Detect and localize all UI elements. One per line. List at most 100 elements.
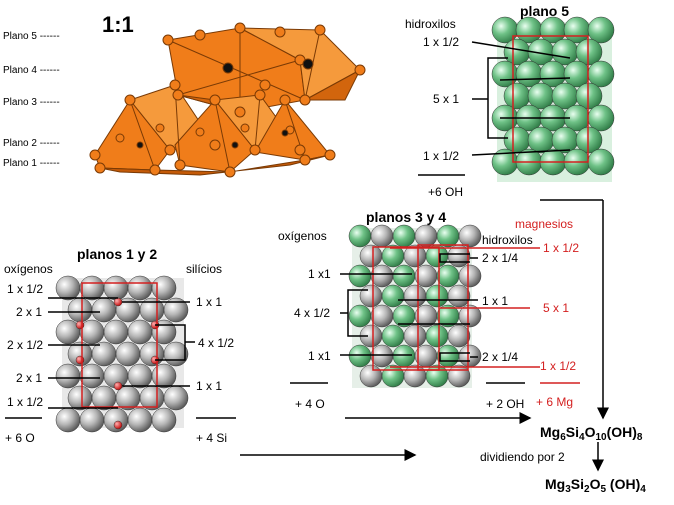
planos34-left-header: oxígenos	[278, 229, 327, 243]
oxygen-sphere	[127, 363, 153, 389]
oxygen-hydroxyl-sphere	[436, 224, 460, 248]
oxygen-sphere	[163, 297, 189, 323]
f2-mg-n: 3	[565, 484, 571, 495]
oxygen-hydroxyl-sphere	[381, 284, 405, 308]
planos12-left-row-1: 1 x 1/2	[7, 282, 44, 296]
f2-si: Si	[570, 476, 585, 492]
f1-o: O	[584, 424, 596, 440]
oxygen-sphere	[79, 363, 105, 389]
oxygen-hydroxyl-sphere	[458, 344, 482, 368]
planos12-brackets	[5, 297, 604, 472]
f2-o-n: 5	[600, 484, 607, 495]
planos12-left-row-4: 2 x 1	[16, 371, 43, 385]
oxygen-hydroxyl-sphere	[425, 364, 449, 388]
oxygen-sphere	[151, 363, 177, 389]
silicon-sphere	[113, 381, 123, 391]
silicon-sphere	[113, 420, 123, 430]
oxygen-hydroxyl-sphere	[359, 284, 383, 308]
oxygen-hydroxyl-sphere	[447, 364, 471, 388]
oxygen-sphere	[79, 275, 105, 301]
plane2-label: Plano 2 ------	[3, 138, 60, 149]
polyhedra-atoms	[89, 22, 366, 178]
oxygen-hydroxyl-sphere	[348, 344, 372, 368]
oxygen-hydroxyl-sphere	[458, 224, 482, 248]
planos34-title: planos 3 y 4	[366, 209, 447, 225]
oxygen-hydroxyl-sphere	[359, 364, 383, 388]
hydroxyl-sphere	[575, 38, 603, 66]
planos34-mg-row-top: 1 x 1/2	[543, 241, 580, 255]
hydroxyl-sphere	[575, 126, 603, 154]
oxygen-sphere	[127, 407, 153, 433]
planos34-mg-header: magnesios	[515, 217, 574, 231]
plane1-label: Plano 1 ------	[3, 158, 60, 169]
f1-o-n: 10	[595, 432, 607, 443]
oxygen-sphere	[115, 341, 141, 367]
oxygen-hydroxyl-sphere	[392, 224, 416, 248]
oxygen-sphere	[151, 275, 177, 301]
oxygen-hydroxyl-sphere	[359, 244, 383, 268]
planos12-total-o: + 6 O	[5, 431, 35, 445]
oxygen-sphere	[55, 363, 81, 389]
oxygen-hydroxyl-sphere	[370, 304, 394, 328]
oxygen-hydroxyl-sphere	[392, 344, 416, 368]
planos34-total-mg: + 6 Mg	[536, 395, 574, 409]
oxygen-hydroxyl-sphere	[370, 264, 394, 288]
f1-mg: Mg	[540, 424, 561, 440]
oxygen-sphere	[67, 297, 93, 323]
oxygen-sphere	[91, 297, 117, 323]
f2-oh: (OH)	[609, 476, 641, 492]
planos12-left-row-3: 2 x 1/2	[7, 338, 44, 352]
plano5-image	[491, 16, 615, 182]
formula-half: Mg3Si2O5 (OH)4	[545, 476, 646, 495]
oxygen-sphere	[55, 407, 81, 433]
f1-oh-n: 8	[636, 432, 643, 443]
oxygen-hydroxyl-sphere	[425, 284, 449, 308]
planos34-right-row-bottom: 2 x 1/4	[482, 350, 519, 364]
f2-oh-n: 4	[640, 484, 646, 495]
plane4-label: Plano 4 ------	[3, 65, 60, 76]
oxygen-hydroxyl-sphere	[447, 284, 471, 308]
oxygen-hydroxyl-sphere	[392, 264, 416, 288]
hydroxyl-sphere	[587, 148, 615, 176]
oxygen-hydroxyl-sphere	[381, 364, 405, 388]
oxygen-hydroxyl-sphere	[403, 324, 427, 348]
f2-o: O	[589, 476, 601, 492]
planos12-left-header: oxígenos	[4, 262, 53, 276]
oxygen-sphere	[127, 275, 153, 301]
oxygen-hydroxyl-sphere	[403, 364, 427, 388]
planos12-right-header: silícios	[186, 262, 223, 276]
planos34-right-row-mid: 1 x 1	[482, 294, 509, 308]
oxygen-hydroxyl-sphere	[370, 224, 394, 248]
oxygen-sphere	[103, 275, 129, 301]
planos12-image	[55, 275, 189, 433]
planos34-left-row-bottom: 1 x1	[308, 349, 331, 363]
oxygen-hydroxyl-sphere	[458, 304, 482, 328]
oxygen-hydroxyl-sphere	[458, 264, 482, 288]
silicon-sphere	[113, 297, 123, 307]
planos34-mg-lines	[390, 247, 580, 384]
oxygen-hydroxyl-sphere	[425, 324, 449, 348]
oxygen-sphere	[163, 385, 189, 411]
plano5-row-top: 1 x 1/2	[423, 35, 460, 49]
oxygen-hydroxyl-sphere	[348, 304, 372, 328]
planos12-right-row-bottom: 1 x 1	[196, 379, 223, 393]
oxygen-hydroxyl-sphere	[370, 344, 394, 368]
planos34-right-header: hidroxilos	[482, 233, 533, 247]
oxygen-hydroxyl-sphere	[348, 264, 372, 288]
planos34-mg-row-mid: 5 x 1	[543, 301, 570, 315]
oxygen-hydroxyl-sphere	[403, 284, 427, 308]
oxygen-hydroxyl-sphere	[381, 324, 405, 348]
divide-note: dividiendo por 2	[480, 450, 565, 464]
ratio-title: 1:1	[102, 12, 134, 37]
oxygen-hydroxyl-sphere	[436, 264, 460, 288]
plano5-total: +6 OH	[428, 185, 464, 199]
planos34-right-row-top: 2 x 1/4	[482, 251, 519, 265]
plano5-row-mid: 5 x 1	[433, 92, 460, 106]
f2-si-n: 2	[584, 484, 590, 495]
oxygen-hydroxyl-sphere	[447, 324, 471, 348]
hydroxyl-sphere	[587, 16, 615, 44]
planos34-mg-row-bottom: 1 x 1/2	[540, 359, 577, 373]
formula-full: Mg6Si4O10(OH)8	[540, 424, 642, 443]
